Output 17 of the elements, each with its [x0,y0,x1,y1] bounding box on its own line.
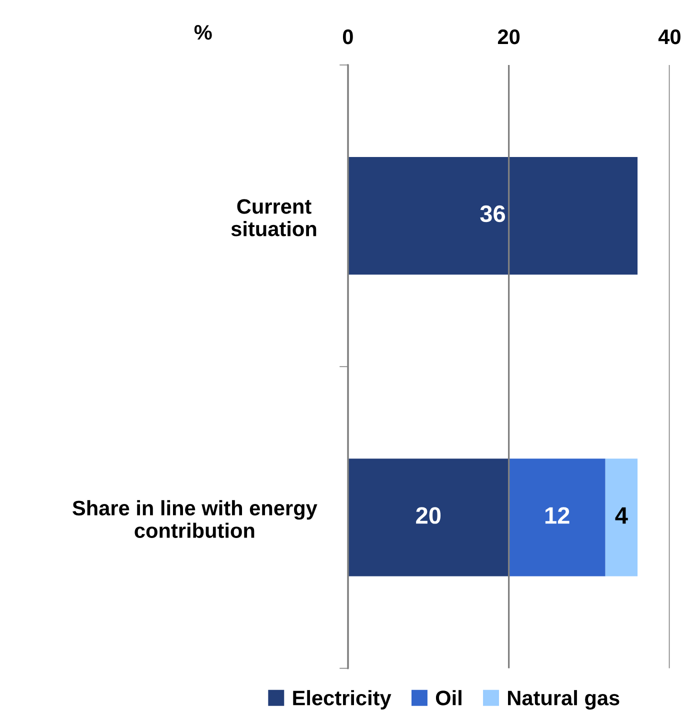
y-tick-label: Share in line with energy contribution [72,500,318,538]
x-tick-label: 40 [658,29,680,44]
legend-label: Natural gas [508,690,620,710]
legend-label: Oil [436,690,462,706]
bar [508,458,606,576]
x-axis-title: % [194,25,212,40]
data-label: 4 [615,507,628,524]
x-tick-label: 20 [498,29,520,44]
y-tick-label: Current situation [231,199,316,236]
bar [605,458,638,576]
data-label: 12 [545,507,570,524]
data-label: 36 [480,205,506,222]
legend-label: Electricity [293,690,392,710]
bar [348,458,509,576]
x-tick-label: 0 [342,29,353,44]
data-label: 20 [416,507,441,524]
bar [348,156,638,275]
